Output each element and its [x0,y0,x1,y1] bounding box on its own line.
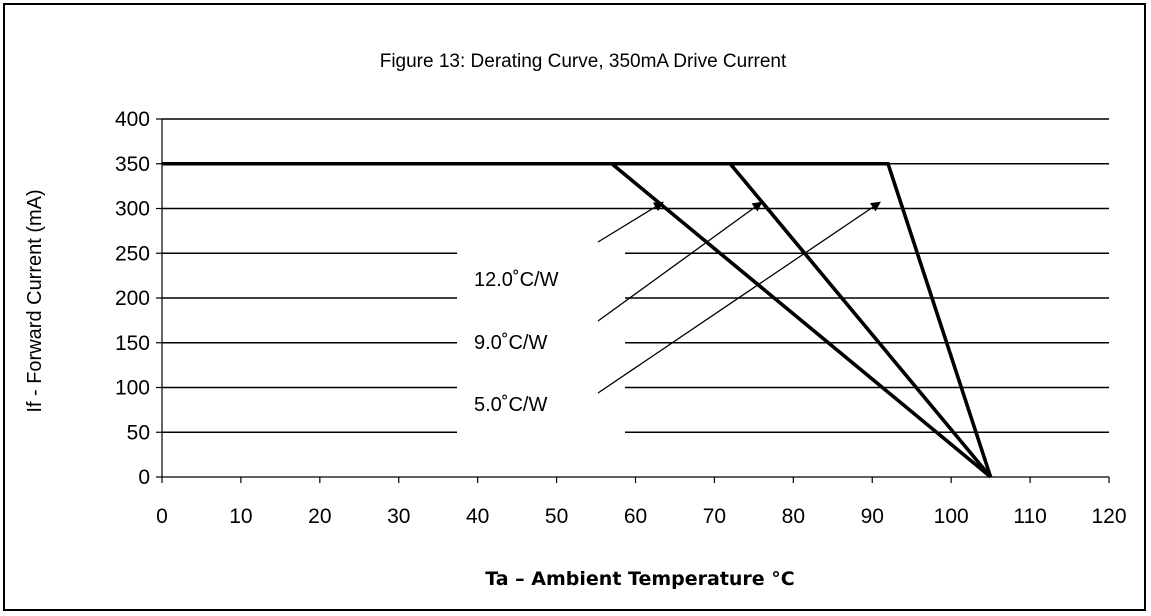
x-tick-label: 80 [782,505,805,528]
annotation-arrow [597,201,763,322]
x-tick-label: 90 [861,505,884,528]
x-tick-label: 40 [466,505,489,528]
x-tick-label: 100 [934,505,969,528]
x-tick-label: 10 [229,505,252,528]
x-tick-label: 70 [703,505,726,528]
annotation-label-background [457,235,625,460]
chart-title: Figure 13: Derating Curve, 350mA Drive C… [380,51,787,72]
annotation-arrow [597,201,664,243]
x-tick-label: 110 [1013,505,1046,528]
annotation-label: 9.0˚C/W [474,332,547,354]
y-tick-label: 400 [115,108,150,131]
annotation-label: 5.0˚C/W [474,394,547,416]
y-axis-label: If - Forward Current (mA) [24,189,46,412]
x-tick-label: 20 [308,505,331,528]
series-line [162,161,993,478]
x-tick-label: 50 [545,505,568,528]
x-axis-label: Ta – Ambient Temperature °C [485,568,795,590]
y-tick-label: 150 [115,332,150,355]
derating-chart: Figure 13: Derating Curve, 350mA Drive C… [24,51,1127,590]
annotation-label: 12.0˚C/W [474,269,559,291]
series-layer [162,161,993,479]
chart-frame: Figure 13: Derating Curve, 350mA Drive C… [3,3,1146,611]
y-tick-label: 250 [115,242,150,265]
x-tick-label: 120 [1091,505,1126,528]
x-tick-label: 60 [624,505,647,528]
annotation-arrow [597,201,881,394]
annotation-background [457,235,625,460]
axis-layer: 0 50 100 150 200 250 300 350 400 0 10 20 30 40 50 60 70 8… [115,108,1127,528]
y-tick-label: 300 [115,198,150,221]
annotation-layer: 12.0˚C/W 9.0˚C/W 5.0˚C/W [474,201,881,416]
y-tick-label: 0 [138,466,150,489]
y-tick-label: 350 [115,153,150,176]
y-tick-label: 50 [127,421,150,444]
y-tick-label: 100 [115,377,150,400]
y-tick-label: 200 [115,287,150,310]
grid-layer [162,118,1109,434]
x-tick-label: 30 [387,505,410,528]
x-tick-label: 0 [156,505,168,528]
